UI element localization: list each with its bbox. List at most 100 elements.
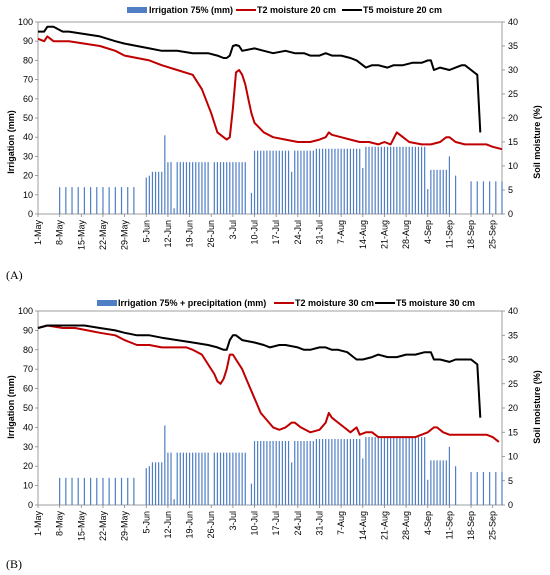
bar-a — [417, 146, 420, 214]
bar-a — [501, 181, 503, 214]
x-tick-label-a: 28-Aug — [401, 220, 411, 249]
bar-a — [158, 171, 160, 214]
chart-panel-b: Irrigation 75% + precipitation (mm) T2 m… — [6, 298, 542, 541]
bar-a — [266, 150, 268, 214]
bar-b — [71, 477, 73, 505]
bar-b — [207, 452, 209, 505]
bar-a — [359, 148, 361, 214]
legend-t5-label-b: T5 moisture 30 cm — [396, 298, 475, 308]
bar-b — [235, 452, 237, 505]
bar-b — [219, 452, 222, 505]
bar-a — [250, 192, 253, 214]
x-tick-label-a: 19-Jun — [185, 220, 195, 248]
bar-a — [284, 150, 287, 214]
bar-b — [334, 439, 336, 505]
y-axis-title-left-b: Irrigation (mm) — [6, 375, 16, 439]
bar-a — [201, 162, 203, 214]
bar-b — [328, 439, 330, 505]
bar-a — [151, 171, 154, 214]
legend-bars-swatch-b — [97, 300, 117, 306]
bar-b — [495, 472, 497, 505]
bar-b — [396, 437, 398, 505]
bar-b — [278, 440, 280, 505]
bar-a — [383, 146, 386, 214]
bar-b — [291, 462, 293, 505]
bar-b — [145, 468, 147, 505]
legend-t5-label-a: T5 moisture 20 cm — [363, 5, 442, 15]
y2-tick-label-b: 30 — [508, 355, 518, 365]
y-tick-label-a: 30 — [23, 151, 33, 161]
bar-a — [396, 146, 398, 214]
bar-a — [303, 150, 305, 214]
bar-b — [306, 440, 308, 505]
bar-b — [223, 452, 225, 505]
bar-a — [352, 148, 355, 214]
bar-a — [204, 162, 206, 214]
bar-b — [402, 437, 404, 505]
bar-b — [216, 452, 219, 505]
bar-a — [306, 150, 308, 214]
bar-b — [158, 462, 160, 505]
bar-b — [198, 452, 200, 505]
bar-b — [393, 437, 395, 505]
bar-a — [263, 150, 265, 214]
bar-a — [173, 208, 175, 214]
x-tick-label-b: 3-Jul — [228, 511, 238, 531]
bar-b — [275, 440, 277, 505]
y-tick-label-a: 0 — [28, 209, 33, 219]
x-tick-label-b: 10-Jul — [250, 511, 260, 536]
x-tick-label-b: 8-May — [55, 511, 65, 537]
x-tick-label-b: 5-Jun — [141, 511, 151, 534]
bar-b — [300, 440, 302, 505]
bar-a — [241, 162, 243, 214]
bar-a — [377, 146, 379, 214]
bar-a — [120, 187, 123, 214]
legend-t2-label-a: T2 moisture 20 cm — [257, 5, 336, 15]
bar-a — [89, 187, 92, 214]
bar-b — [192, 452, 194, 505]
x-tick-label-a: 29-May — [120, 220, 130, 251]
bar-b — [377, 437, 379, 505]
bar-a — [297, 150, 299, 214]
bar-b — [269, 440, 271, 505]
bar-a — [71, 187, 73, 214]
y-tick-label-b: 60 — [23, 384, 33, 394]
bar-a — [229, 162, 231, 214]
bar-a — [77, 187, 79, 214]
bar-a — [154, 171, 157, 214]
bar-a — [433, 169, 435, 214]
y-tick-label-b: 70 — [23, 364, 33, 374]
bar-a — [272, 150, 274, 214]
bar-b — [331, 439, 333, 505]
bar-a — [185, 162, 188, 214]
bar-b — [445, 460, 447, 505]
bar-a — [343, 148, 345, 214]
y-tick-label-a: 60 — [23, 94, 33, 104]
bar-a — [374, 146, 376, 214]
x-tick-label-a: 21-Aug — [379, 220, 389, 249]
bar-a — [331, 148, 333, 214]
bar-a — [192, 162, 194, 214]
bar-b — [257, 440, 259, 505]
bar-b — [89, 477, 92, 505]
bar-b — [96, 477, 98, 505]
bar-a — [275, 150, 277, 214]
bar-b — [390, 437, 392, 505]
bar-b — [213, 452, 215, 505]
bar-a — [380, 146, 382, 214]
bar-a — [420, 146, 423, 214]
bar-a — [393, 146, 395, 214]
x-tick-label-a: 22-May — [98, 220, 108, 251]
y-tick-label-b: 0 — [28, 500, 33, 510]
bar-a — [315, 148, 317, 214]
y-tick-label-a: 10 — [23, 190, 33, 200]
bar-a — [291, 171, 293, 214]
bar-a — [167, 162, 169, 214]
bar-b — [349, 439, 352, 505]
y2-tick-label-a: 35 — [508, 41, 518, 51]
bar-a — [365, 146, 367, 214]
y2-tick-label-b: 25 — [508, 379, 518, 389]
bar-b — [489, 472, 491, 505]
y2-tick-label-a: 30 — [508, 65, 518, 75]
y-axis-title-left-a: Irrigation (mm) — [6, 110, 16, 174]
